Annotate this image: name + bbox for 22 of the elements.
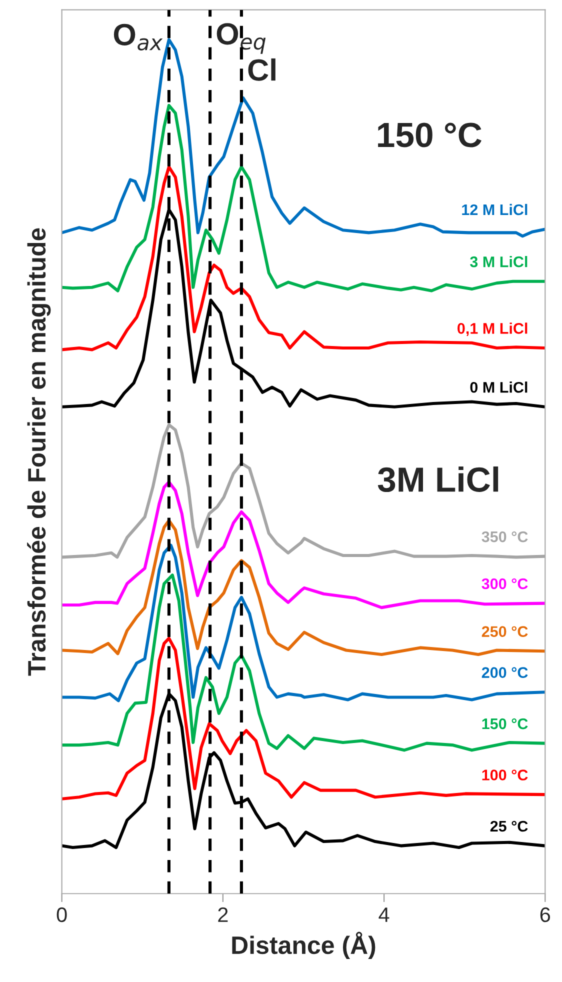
ref-line-label: O$_{ax}$: [114, 24, 163, 50]
ref-line-label: O$_{eq}$: [216, 23, 266, 54]
series-label: 0 M LiCl: [470, 382, 528, 393]
annotation: 3M LiCl: [378, 466, 498, 492]
ref-line-label: Cl: [248, 58, 276, 81]
series-label: 300 °C: [482, 578, 528, 590]
x-tick-label: 2: [218, 907, 228, 922]
series-label: 150 °C: [482, 718, 528, 730]
annotation: 150 °C: [378, 122, 482, 148]
x-axis-title: Distance (Å): [232, 932, 376, 960]
series-label: 3 M LiCl: [470, 256, 528, 268]
series-label: 350 °C: [482, 531, 528, 542]
y-axis-title: Transformée de Fourier en magnitude: [27, 228, 51, 676]
x-tick-label: 0: [56, 907, 67, 922]
series-label: 0,1 M LiCl: [458, 322, 528, 336]
x-tick-label: 6: [540, 907, 550, 922]
series-label: 100 °C: [482, 770, 528, 780]
x-tick-label: 4: [378, 908, 390, 922]
series-label: 12 M LiCl: [462, 204, 528, 216]
series-label: 25 °C: [490, 820, 528, 832]
series-label: 250 °C: [482, 626, 528, 637]
series-label: 200 °C: [482, 667, 528, 678]
